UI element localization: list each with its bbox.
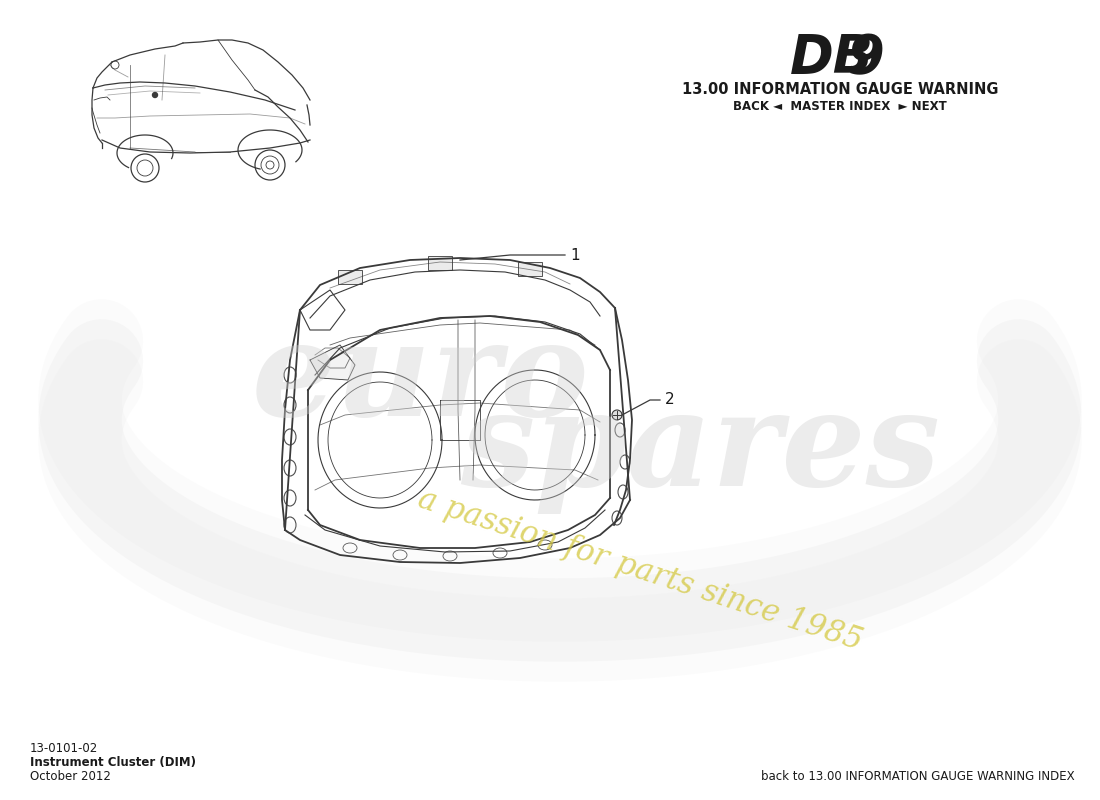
Ellipse shape [284, 490, 296, 506]
Text: spares: spares [460, 386, 940, 514]
Text: BACK ◄  MASTER INDEX  ► NEXT: BACK ◄ MASTER INDEX ► NEXT [733, 100, 947, 113]
Ellipse shape [538, 540, 552, 550]
Ellipse shape [612, 511, 621, 525]
Text: back to 13.00 INFORMATION GAUGE WARNING INDEX: back to 13.00 INFORMATION GAUGE WARNING … [761, 770, 1075, 783]
Text: 1: 1 [570, 247, 580, 262]
Text: Instrument Cluster (DIM): Instrument Cluster (DIM) [30, 756, 196, 769]
Ellipse shape [443, 551, 456, 561]
Circle shape [612, 410, 621, 420]
Ellipse shape [284, 517, 296, 533]
Text: 13-0101-02: 13-0101-02 [30, 742, 98, 755]
Ellipse shape [284, 397, 296, 413]
Ellipse shape [284, 460, 296, 476]
Text: euro: euro [251, 315, 588, 445]
Ellipse shape [493, 548, 507, 558]
Ellipse shape [620, 455, 630, 469]
Ellipse shape [284, 367, 296, 383]
Ellipse shape [615, 423, 625, 437]
Text: 13.00 INFORMATION GAUGE WARNING: 13.00 INFORMATION GAUGE WARNING [682, 82, 999, 97]
Bar [428, 256, 452, 270]
Text: a passion for parts since 1985: a passion for parts since 1985 [414, 483, 866, 657]
Text: 9: 9 [848, 32, 884, 84]
Circle shape [153, 93, 157, 98]
Ellipse shape [343, 543, 358, 553]
Bar [518, 262, 542, 276]
Bar [338, 270, 362, 284]
Text: 2: 2 [666, 393, 674, 407]
Ellipse shape [618, 485, 628, 499]
Ellipse shape [284, 429, 296, 445]
Ellipse shape [393, 550, 407, 560]
Polygon shape [310, 345, 355, 380]
Text: October 2012: October 2012 [30, 770, 111, 783]
Text: DB: DB [790, 32, 874, 84]
